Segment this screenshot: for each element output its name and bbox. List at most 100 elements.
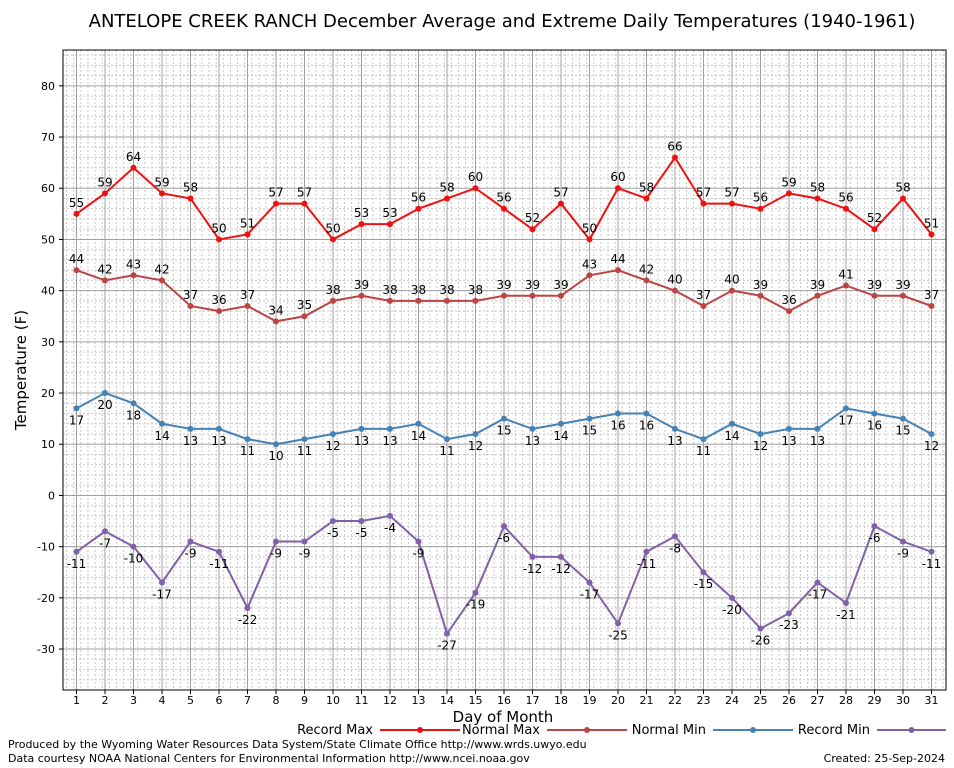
record-max-point xyxy=(102,190,108,197)
record-min-point xyxy=(757,625,764,632)
x-tick-label: 11 xyxy=(355,694,369,707)
x-tick-label: 29 xyxy=(868,694,882,707)
normal-max-point xyxy=(301,313,308,320)
normal-min-data-label: 11 xyxy=(240,444,255,458)
normal-max-data-label: 43 xyxy=(582,257,597,271)
x-tick-label: 8 xyxy=(273,694,280,707)
record-min-data-label: -6 xyxy=(498,531,510,545)
record-max-data-label: 56 xyxy=(411,191,426,205)
normal-min-point xyxy=(786,425,792,432)
normal-min-data-label: 13 xyxy=(354,434,369,448)
normal-max-point xyxy=(672,287,678,294)
record-max-point xyxy=(159,190,165,197)
normal-min-point xyxy=(358,425,365,432)
record-min-point xyxy=(387,512,393,519)
record-min-data-label: -22 xyxy=(238,613,258,627)
record-min-data-label: -8 xyxy=(669,541,681,555)
record-min-point xyxy=(558,553,564,560)
normal-max-data-label: 42 xyxy=(97,262,112,276)
x-tick-label: 15 xyxy=(469,694,483,707)
y-axis-title: Temperature (F) xyxy=(12,310,30,431)
normal-min-data-label: 16 xyxy=(610,419,625,433)
legend-marker-normal-max xyxy=(584,727,590,733)
normal-min-point xyxy=(415,420,422,427)
record-min-data-label: -5 xyxy=(327,526,339,540)
normal-max-data-label: 38 xyxy=(439,283,454,297)
normal-min-data-label: 13 xyxy=(183,434,198,448)
record-max-data-label: 50 xyxy=(582,221,597,235)
record-min-point xyxy=(73,548,80,555)
record-max-point xyxy=(216,236,222,243)
y-tick-label: 20 xyxy=(41,387,55,400)
normal-min-data-label: 13 xyxy=(525,434,540,448)
record-min-data-label: -11 xyxy=(922,557,942,571)
normal-min-point xyxy=(843,405,849,412)
x-tick-label: 24 xyxy=(725,694,739,707)
record-min-data-label: -21 xyxy=(836,608,856,622)
x-tick-label: 25 xyxy=(754,694,768,707)
normal-max-data-label: 39 xyxy=(867,278,882,292)
chart-title: ANTELOPE CREEK RANCH December Average an… xyxy=(89,11,916,32)
record-max-data-label: 59 xyxy=(97,175,112,189)
normal-max-point xyxy=(871,292,878,299)
normal-min-point xyxy=(814,425,821,432)
normal-max-data-label: 36 xyxy=(211,293,226,307)
record-max-point xyxy=(900,195,906,202)
normal-min-point xyxy=(672,425,678,432)
record-min-data-label: -7 xyxy=(99,536,111,550)
normal-max-point xyxy=(928,303,935,309)
record-max-data-label: 60 xyxy=(610,170,625,184)
x-tick-label: 20 xyxy=(611,694,625,707)
normal-min-data-label: 16 xyxy=(639,419,654,433)
normal-min-point xyxy=(586,415,593,422)
y-tick-label: 0 xyxy=(48,489,55,502)
normal-min-point xyxy=(301,436,308,443)
record-max-point xyxy=(672,154,678,161)
normal-min-point xyxy=(900,415,906,422)
record-min-data-label: -11 xyxy=(209,557,229,571)
record-min-point xyxy=(729,594,735,601)
normal-min-data-label: 14 xyxy=(411,429,426,443)
x-tick-label: 12 xyxy=(383,694,397,707)
record-max-data-label: 64 xyxy=(126,150,141,164)
normal-max-data-label: 42 xyxy=(639,262,654,276)
normal-max-point xyxy=(358,292,365,299)
record-min-point xyxy=(586,579,593,586)
record-min-data-label: -25 xyxy=(608,628,628,642)
record-min-point xyxy=(615,620,621,627)
x-tick-label: 4 xyxy=(159,694,166,707)
normal-max-data-label: 39 xyxy=(354,278,369,292)
normal-max-data-label: 38 xyxy=(468,283,483,297)
x-tick-label: 3 xyxy=(130,694,137,707)
record-min-data-label: -9 xyxy=(413,547,425,561)
record-max-data-label: 56 xyxy=(838,191,853,205)
record-max-data-label: 59 xyxy=(154,175,169,189)
record-max-data-label: 57 xyxy=(553,186,568,200)
record-max-data-label: 50 xyxy=(325,221,340,235)
record-max-point xyxy=(472,185,479,192)
record-max-point xyxy=(700,200,707,207)
normal-max-data-label: 37 xyxy=(696,288,711,302)
record-max-point xyxy=(558,200,564,207)
record-max-data-label: 52 xyxy=(867,211,882,225)
record-min-point xyxy=(301,538,308,545)
normal-min-data-label: 12 xyxy=(753,439,768,453)
record-min-point xyxy=(444,630,450,637)
x-tick-label: 23 xyxy=(697,694,711,707)
x-tick-label: 14 xyxy=(440,694,454,707)
record-min-data-label: -12 xyxy=(523,562,543,576)
record-max-point xyxy=(643,195,650,202)
record-min-point xyxy=(786,610,792,617)
record-max-point xyxy=(871,226,878,233)
normal-max-point xyxy=(73,267,80,274)
record-max-data-label: 56 xyxy=(496,191,511,205)
normal-min-data-label: 13 xyxy=(211,434,226,448)
record-min-data-label: -11 xyxy=(67,557,87,571)
record-max-data-label: 58 xyxy=(810,180,825,194)
record-min-point xyxy=(501,523,507,530)
record-max-point xyxy=(387,221,393,228)
normal-max-data-label: 44 xyxy=(610,252,625,266)
normal-max-point xyxy=(216,308,222,315)
record-max-point xyxy=(586,236,593,243)
normal-max-data-label: 40 xyxy=(667,273,682,287)
